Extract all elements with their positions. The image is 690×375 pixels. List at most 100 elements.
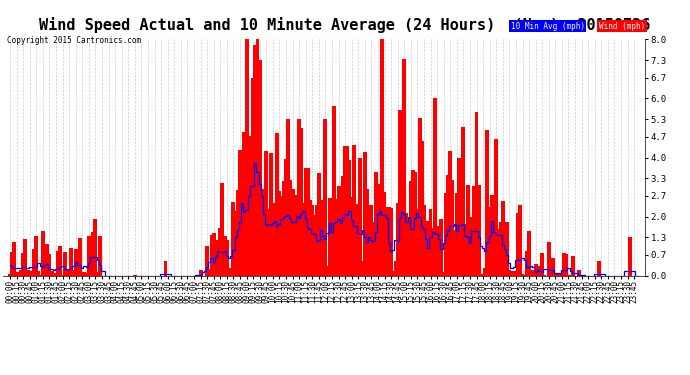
Bar: [78, 238, 82, 276]
Bar: [87, 237, 91, 276]
Bar: [516, 213, 520, 276]
Bar: [562, 253, 566, 276]
Bar: [628, 237, 632, 276]
Bar: [328, 198, 332, 276]
Bar: [571, 256, 575, 276]
Bar: [319, 262, 323, 276]
Bar: [46, 244, 49, 276]
Bar: [455, 194, 459, 276]
Bar: [238, 150, 242, 276]
Bar: [477, 185, 481, 276]
Bar: [223, 236, 226, 276]
Bar: [395, 203, 400, 276]
Bar: [282, 181, 286, 276]
Bar: [451, 180, 455, 276]
Bar: [164, 261, 168, 276]
Bar: [507, 270, 511, 276]
Bar: [486, 130, 489, 276]
Bar: [302, 204, 306, 276]
Bar: [28, 271, 32, 276]
Bar: [50, 271, 54, 276]
Bar: [19, 270, 23, 276]
Bar: [34, 236, 38, 276]
Bar: [295, 195, 299, 276]
Bar: [80, 272, 84, 276]
Bar: [313, 215, 317, 276]
Bar: [89, 251, 93, 276]
Bar: [453, 230, 457, 276]
Bar: [533, 264, 538, 276]
Bar: [393, 261, 397, 276]
Bar: [41, 231, 45, 276]
Bar: [54, 275, 58, 276]
Bar: [475, 112, 478, 276]
Bar: [83, 272, 86, 276]
Bar: [387, 207, 391, 276]
Bar: [48, 254, 52, 276]
Bar: [286, 119, 290, 276]
Bar: [435, 229, 439, 276]
Bar: [308, 200, 312, 276]
Bar: [26, 270, 30, 276]
Bar: [505, 222, 509, 276]
Bar: [404, 213, 408, 276]
Bar: [464, 224, 468, 276]
Bar: [361, 261, 364, 276]
Bar: [234, 211, 237, 276]
Bar: [70, 248, 73, 276]
Bar: [560, 274, 564, 276]
Bar: [391, 271, 395, 276]
Bar: [488, 207, 491, 276]
Bar: [244, 39, 248, 276]
Bar: [306, 168, 310, 276]
Bar: [389, 209, 393, 276]
Bar: [492, 215, 496, 276]
Bar: [424, 267, 428, 276]
Bar: [315, 205, 319, 276]
Bar: [288, 180, 293, 276]
Bar: [359, 158, 362, 276]
Bar: [341, 176, 345, 276]
Bar: [549, 274, 553, 276]
Bar: [277, 192, 282, 276]
Bar: [473, 186, 476, 276]
Bar: [402, 59, 406, 276]
Bar: [205, 246, 209, 276]
Bar: [271, 203, 275, 276]
Bar: [531, 270, 535, 276]
Bar: [527, 231, 531, 276]
Bar: [494, 139, 498, 276]
Bar: [317, 173, 321, 276]
Bar: [540, 253, 544, 276]
Bar: [417, 118, 422, 276]
Bar: [518, 206, 522, 276]
Bar: [310, 206, 314, 276]
Bar: [352, 145, 356, 276]
Bar: [369, 205, 373, 276]
Bar: [356, 204, 360, 276]
Bar: [457, 158, 461, 276]
Bar: [30, 271, 34, 276]
Bar: [446, 176, 450, 276]
Bar: [374, 172, 377, 276]
Bar: [440, 219, 444, 276]
Bar: [466, 185, 470, 276]
Bar: [376, 200, 380, 276]
Bar: [483, 268, 487, 276]
Bar: [415, 209, 420, 276]
Bar: [32, 249, 36, 276]
Bar: [385, 207, 388, 276]
Text: Wind (mph): Wind (mph): [599, 22, 645, 31]
Bar: [59, 246, 62, 276]
Bar: [400, 218, 404, 276]
Bar: [279, 196, 284, 276]
Bar: [578, 270, 582, 276]
Bar: [380, 39, 384, 276]
Bar: [378, 184, 382, 276]
Bar: [242, 132, 246, 276]
Bar: [227, 268, 231, 276]
Bar: [299, 128, 304, 276]
Bar: [275, 134, 279, 276]
Bar: [442, 272, 446, 276]
Text: Copyright 2015 Cartronics.com: Copyright 2015 Cartronics.com: [7, 36, 141, 45]
